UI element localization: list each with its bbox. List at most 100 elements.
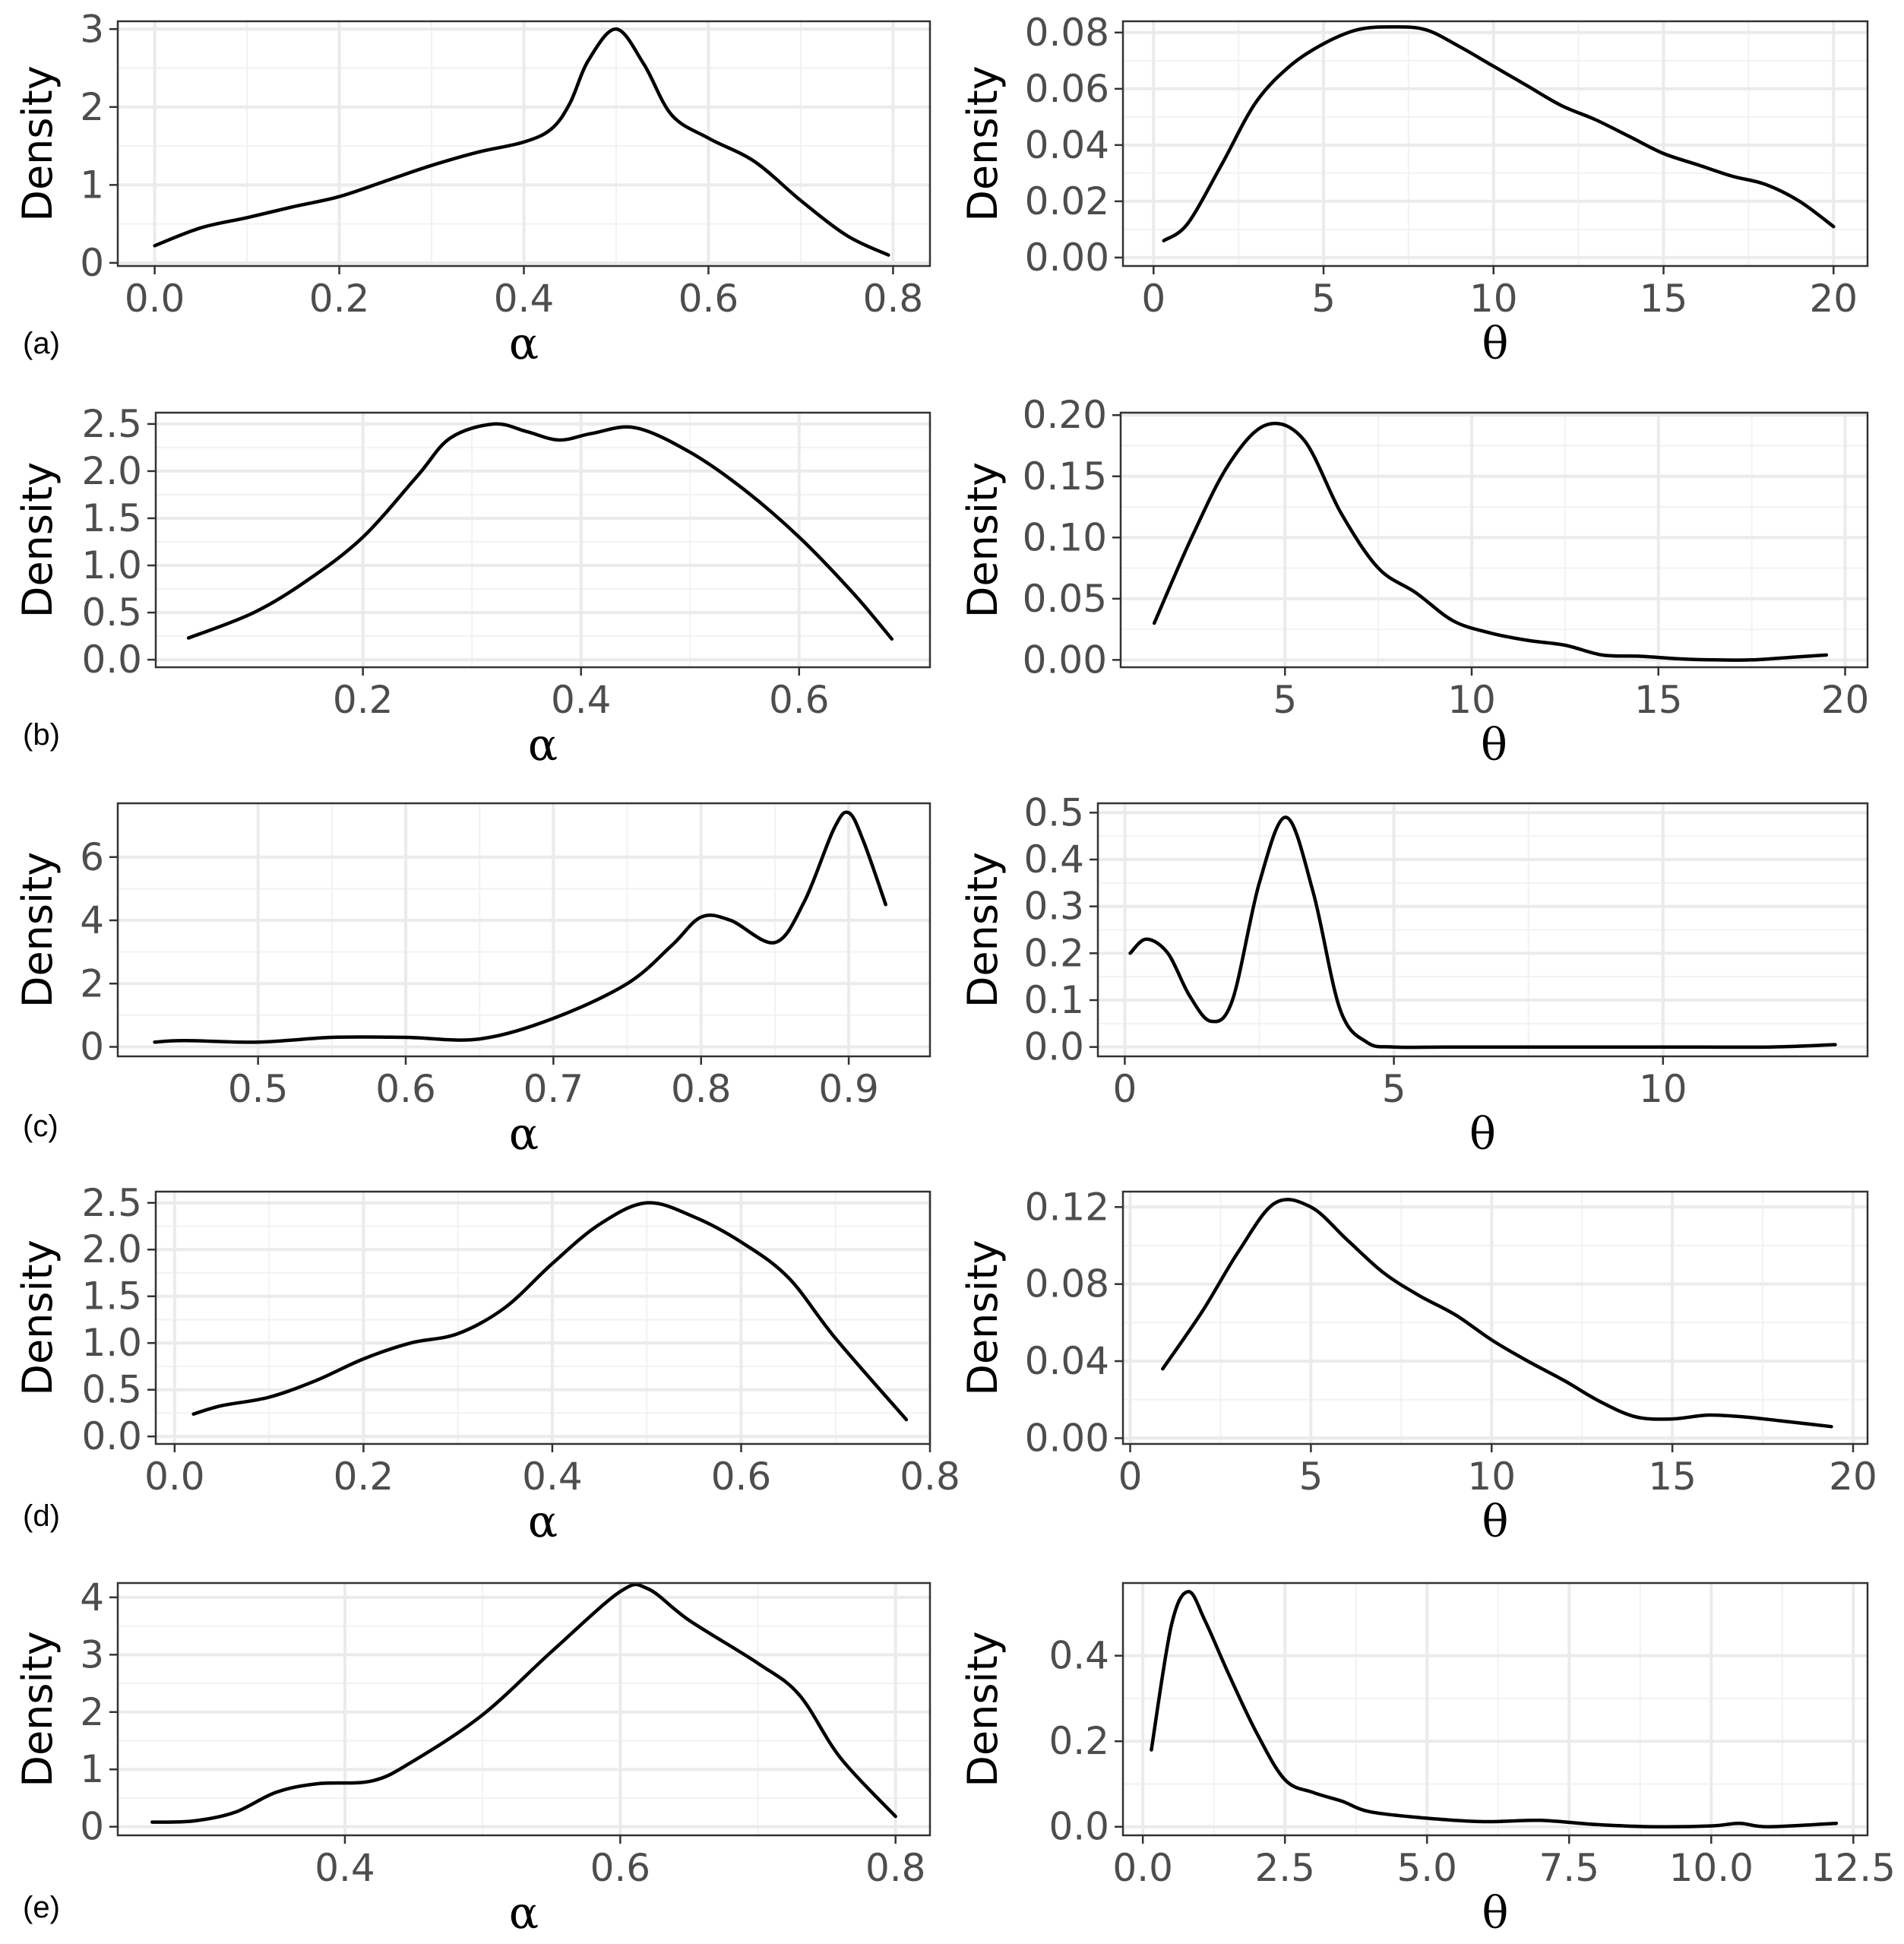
x-tick-label: 0.8	[900, 1455, 960, 1499]
y-tick-label: 0.20	[1023, 393, 1107, 437]
x-tick-label: 15	[1648, 1455, 1697, 1499]
y-axis-title: Density	[14, 462, 62, 618]
panel-label: (c)	[23, 1110, 59, 1143]
y-tick-label: 0.0	[1048, 1805, 1109, 1849]
x-tick-label: 5	[1298, 1455, 1323, 1499]
x-tick-label: 20	[1809, 277, 1858, 321]
y-tick-label: 0.2	[1048, 1719, 1109, 1763]
x-tick-label: 0.2	[333, 678, 394, 722]
x-tick-label: 0.0	[125, 277, 185, 321]
y-tick-label: 0.04	[1025, 123, 1109, 167]
x-tick-label: 5	[1382, 1067, 1406, 1111]
density-curve	[153, 27, 890, 257]
y-tick-label: 0.4	[1048, 1634, 1109, 1678]
y-tick-label: 1.0	[81, 1321, 142, 1365]
plot-border	[154, 1190, 931, 1445]
plot-border	[116, 1581, 931, 1837]
y-tick-label: 1	[80, 1747, 104, 1791]
y-tick-label: 0.3	[1023, 885, 1084, 929]
x-tick-label: 0.5	[228, 1067, 289, 1111]
y-tick-label: 0.5	[1023, 790, 1084, 834]
y-tick-label: 0.08	[1025, 1262, 1109, 1306]
density-curve	[153, 810, 887, 1044]
y-tick-label: 3	[80, 7, 104, 51]
x-tick-label: 0.4	[494, 277, 555, 321]
y-axis-title: Density	[14, 65, 62, 221]
x-axis-title: θ	[1469, 1108, 1496, 1160]
y-tick-label: 0	[80, 1805, 104, 1849]
x-tick-label: 5	[1273, 678, 1297, 722]
density-panel-b-alpha: 0.2 0.4 0.6 0.00.51.01.52.02.5 α Density (b)	[14, 402, 931, 771]
plot-border	[116, 802, 931, 1058]
y-axis-title: Density	[959, 1631, 1007, 1787]
y-tick-label: 0	[80, 1025, 104, 1069]
density-curve	[1161, 1198, 1833, 1429]
x-tick-label: 10	[1639, 1067, 1687, 1111]
y-tick-label: 0.05	[1023, 577, 1107, 621]
y-tick-label: 2	[80, 1690, 104, 1734]
x-axis-title: θ	[1482, 1496, 1509, 1547]
x-tick-label: 0.9	[818, 1067, 879, 1111]
density-curve	[150, 1582, 897, 1824]
density-panel-c-theta: 0 5 10 0.00.10.20.30.40.5 θ Density	[959, 790, 1869, 1160]
x-tick-label: 0.6	[678, 277, 739, 321]
y-axis-title: Density	[14, 852, 62, 1008]
x-axis-title: α	[528, 719, 558, 771]
x-tick-label: 0.8	[863, 277, 924, 321]
y-tick-label: 0.12	[1025, 1185, 1109, 1229]
x-tick-label: 0.8	[671, 1067, 732, 1111]
y-tick-label: 2	[80, 85, 104, 129]
density-curve	[191, 1201, 909, 1422]
y-tick-label: 0.0	[81, 638, 142, 682]
y-tick-label: 2.0	[81, 449, 142, 493]
x-tick-label: 0	[1118, 1455, 1143, 1499]
plot-background	[156, 413, 930, 667]
density-curve	[1128, 815, 1837, 1050]
y-tick-label: 0	[80, 241, 104, 285]
x-tick-label: 0.0	[144, 1455, 205, 1499]
y-tick-label: 0.00	[1025, 1416, 1109, 1460]
y-axis-title: Density	[959, 1240, 1007, 1395]
plot-border	[1096, 802, 1869, 1058]
plot-border	[1121, 1581, 1869, 1837]
panel-label: (d)	[23, 1499, 60, 1533]
x-tick-label: 10.0	[1669, 1846, 1754, 1890]
density-panel-e-theta: 0.0 2.5 5.0 7.5 10.0 12.5 0.0 0.2 0.4 θ Density	[959, 1581, 1896, 1939]
density-panel-a-alpha: 0.0 0.2 0.4 0.6 0.8 0 1 2 3 α Density (a)	[14, 7, 931, 369]
y-tick-label: 1.5	[81, 1274, 142, 1319]
plot-background	[156, 1192, 930, 1444]
y-tick-label: 4	[80, 1575, 104, 1619]
plot-border	[1121, 20, 1869, 268]
y-tick-label: 2.5	[81, 1181, 142, 1225]
x-tick-label: 15	[1640, 277, 1688, 321]
panel-label: (a)	[23, 327, 60, 360]
y-tick-label: 0.08	[1025, 11, 1109, 55]
x-tick-label: 0	[1113, 1067, 1137, 1111]
density-curve	[1162, 25, 1836, 242]
x-axis-title: α	[509, 1108, 539, 1160]
x-tick-label: 0.4	[315, 1846, 375, 1890]
density-curve	[186, 422, 894, 641]
density-panel-a-theta: 0 5 10 15 20 0.00 0.02 0.04 0.06 0.08 θ Density	[959, 11, 1869, 369]
x-tick-label: 10	[1467, 1455, 1516, 1499]
plot-border	[154, 411, 931, 669]
y-tick-label: 0.06	[1025, 67, 1109, 111]
y-tick-label: 4	[80, 898, 104, 942]
y-tick-label: 0.15	[1023, 454, 1107, 499]
density-panel-b-theta: 5 10 15 20 0.00 0.05 0.10 0.15 0.20 θ Density	[959, 393, 1869, 771]
y-tick-label: 2	[80, 961, 104, 1005]
y-axis-title: Density	[959, 65, 1007, 221]
y-tick-label: 0.4	[1023, 837, 1084, 882]
density-panel-e-alpha: 0.4 0.6 0.8 0 1 2 3 4 α Density (e)	[14, 1575, 931, 1939]
y-tick-label: 0.2	[1023, 931, 1084, 975]
x-axis-title: α	[509, 318, 539, 369]
x-tick-label: 0.2	[334, 1455, 394, 1499]
density-curve	[1152, 421, 1829, 662]
density-panel-d-alpha: 0.0 0.2 0.4 0.6 0.8 0.00.51.01.52.02.5 α Densit…	[14, 1181, 960, 1547]
y-tick-label: 2.0	[81, 1227, 142, 1271]
y-tick-label: 0.04	[1025, 1339, 1109, 1383]
x-tick-label: 2.5	[1254, 1846, 1315, 1890]
plot-background	[1123, 1583, 1868, 1835]
y-tick-label: 0.5	[81, 590, 142, 635]
x-tick-label: 0.2	[309, 277, 370, 321]
